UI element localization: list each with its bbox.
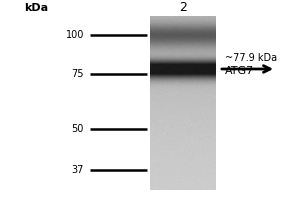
Text: ATG7: ATG7 [225, 66, 254, 76]
Text: 37: 37 [72, 165, 84, 175]
Text: 100: 100 [66, 30, 84, 40]
Text: 75: 75 [71, 69, 84, 79]
Text: ~77.9 kDa: ~77.9 kDa [225, 53, 277, 63]
Text: 50: 50 [72, 124, 84, 134]
Text: kDa: kDa [24, 3, 48, 13]
Text: 2: 2 [179, 1, 187, 14]
